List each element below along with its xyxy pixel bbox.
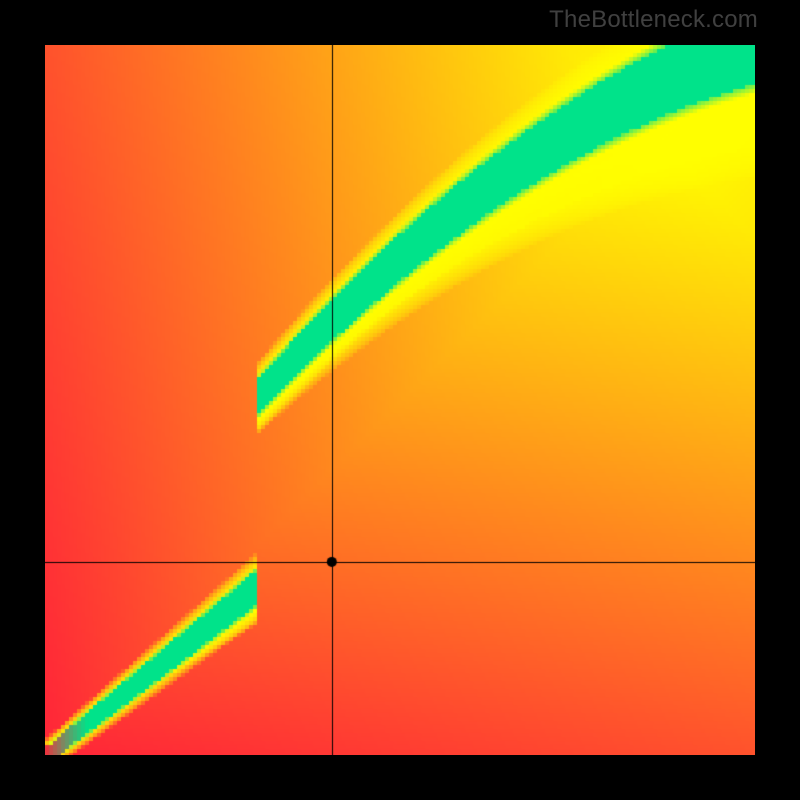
watermark-text: TheBottleneck.com (549, 6, 758, 34)
chart-container: TheBottleneck.com (0, 0, 800, 800)
overlay-canvas (45, 45, 755, 755)
